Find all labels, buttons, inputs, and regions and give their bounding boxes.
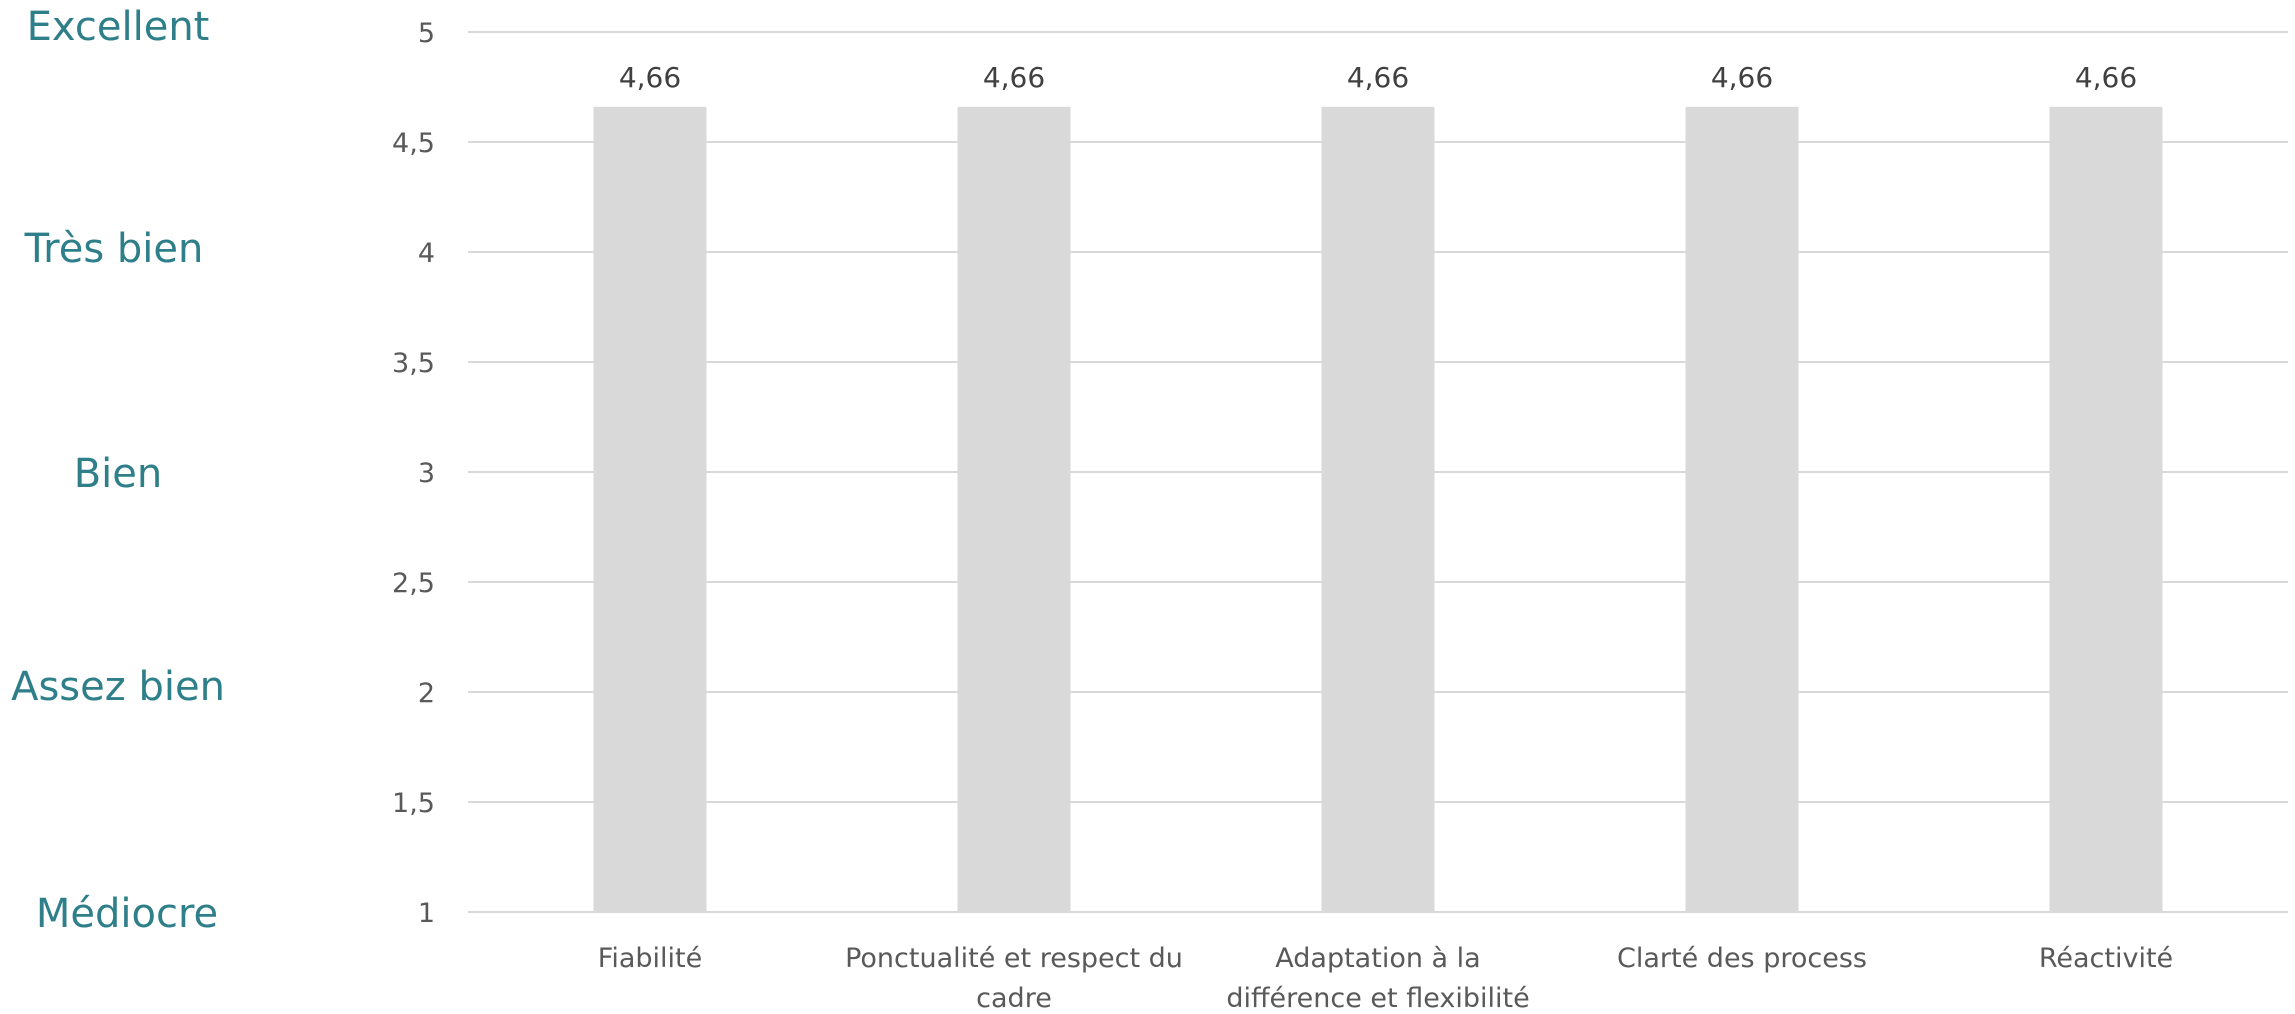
bar <box>957 106 1071 913</box>
data-label: 4,66 <box>2075 61 2137 94</box>
bar <box>2049 106 2163 913</box>
data-label: 4,66 <box>983 61 1045 94</box>
y-tick-label: 1 <box>418 898 435 929</box>
y-tick-label: 3,5 <box>392 348 435 379</box>
y-tick-label: 5 <box>418 18 435 49</box>
rating-label-mediocre: Médiocre <box>35 891 219 937</box>
x-tick-label: Adaptation à la différence et flexibilité <box>1226 943 1529 1014</box>
rating-label-assez-bien: Assez bien <box>11 664 225 710</box>
data-labels: 4,66 4,66 4,66 4,66 4,66 <box>619 61 2137 94</box>
y-axis-ticks: 1 1,5 2 2,5 3 3,5 4 4,5 5 <box>392 18 435 929</box>
bar <box>593 106 707 913</box>
y-tick-label: 3 <box>418 458 435 489</box>
y-tick-label: 4,5 <box>392 128 435 159</box>
y-tick-label: 4 <box>418 238 435 269</box>
y-tick-label: 2 <box>418 678 435 709</box>
x-tick-label: Ponctualité et respect du cadre <box>845 943 1183 1014</box>
bars <box>593 106 2163 913</box>
bar <box>1685 106 1799 913</box>
bar <box>1321 106 1435 913</box>
rating-label-tres-bien: Très bien <box>24 226 204 272</box>
x-tick-label: Clarté des process <box>1617 943 1867 974</box>
y-tick-label: 1,5 <box>392 788 435 819</box>
rating-label-excellent: Excellent <box>26 4 210 50</box>
data-label: 4,66 <box>619 61 681 94</box>
x-tick-label: Réactivité <box>2039 943 2173 974</box>
data-label: 4,66 <box>1711 61 1773 94</box>
x-tick-label: Fiabilité <box>598 943 702 974</box>
y-tick-label: 2,5 <box>392 568 435 599</box>
x-axis-ticks: Fiabilité Ponctualité et respect du cadre A… <box>598 943 2173 1014</box>
rating-label-bien: Bien <box>73 451 163 497</box>
data-label: 4,66 <box>1347 61 1409 94</box>
